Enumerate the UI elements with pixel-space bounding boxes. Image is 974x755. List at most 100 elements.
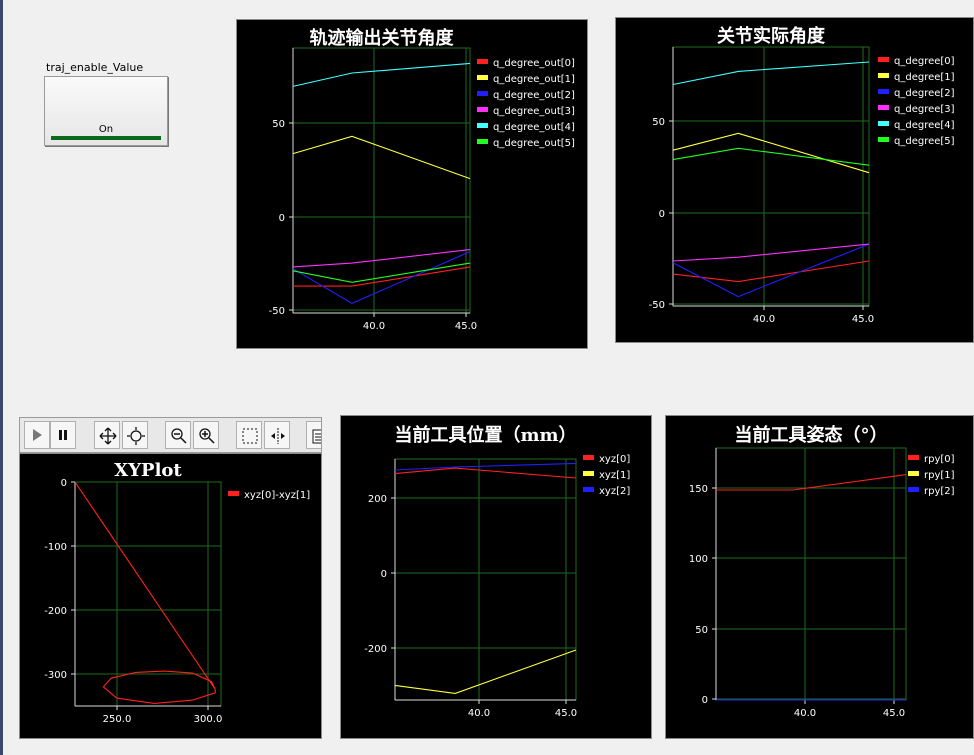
x-tick-label: 250.0 (103, 714, 132, 725)
y-tick-label: 50 (272, 119, 285, 130)
y-tick-label: -50 (649, 300, 665, 311)
legend-swatch (878, 73, 889, 78)
tb-select-region[interactable] (236, 421, 262, 449)
legend-label: q_degree[1] (894, 72, 955, 83)
legend-label: xyz[0] (599, 454, 630, 465)
legend-label: xyz[1] (599, 470, 630, 481)
legend-swatch (583, 455, 594, 460)
chart-tool-position[interactable]: 当前工具位置（mm） 40.0 45.0 200 0 -200 xyz[0] xyz[1] xy… (340, 415, 652, 739)
cursor-icon (271, 428, 285, 444)
tb-pan[interactable] (94, 421, 120, 449)
y-tick-label: -100 (44, 542, 67, 553)
x-tick-label: 40.0 (794, 708, 816, 719)
series-line (293, 266, 471, 287)
legend-swatch (878, 105, 889, 110)
tb-properties[interactable] (306, 421, 321, 449)
legend-label: q_degree[0] (894, 56, 955, 67)
window-left-edge (0, 0, 3, 755)
tb-zoom-fit[interactable] (122, 421, 148, 449)
chart-title: 当前工具姿态（°） (735, 424, 888, 446)
properties-icon (312, 429, 321, 444)
series-line (394, 462, 577, 471)
tb-pause[interactable] (50, 421, 76, 449)
legend-swatch (878, 121, 889, 126)
chart-joint-actual-angle[interactable]: 关节实际角度 40.0 45.0 50 0 -50 q_degree[0] q_degree[… (615, 17, 974, 343)
legend-label: q_degree_out[5] (493, 138, 575, 149)
legend-swatch (878, 137, 889, 142)
x-tick-label: 40.0 (363, 321, 385, 332)
legend-label: q_degree_out[0] (493, 58, 575, 69)
y-tick-label: 0 (381, 569, 387, 580)
legend-swatch (228, 491, 239, 496)
series-line (394, 649, 577, 694)
legend-label: rpy[0] (924, 454, 955, 465)
chart-svg: 当前工具位置（mm） 40.0 45.0 200 0 -200 xyz[0] xyz[1] xy… (364, 424, 630, 719)
legend-label: q_degree[4] (894, 120, 955, 131)
legend-label: q_degree_out[4] (493, 122, 575, 133)
series-line (292, 262, 471, 283)
chart-svg: 轨迹输出关节角度 40.0 45.0 50 0 -50 q_degree_out[0] q_d… (269, 27, 575, 332)
traj-enable-toggle-button[interactable]: On (44, 76, 168, 146)
chart-tool-orientation[interactable]: 当前工具姿态（°） 40.0 45.0 150 100 50 0 rpy[0] rpy[1] rp… (665, 415, 974, 739)
legend-swatch (477, 75, 488, 80)
zoom-out-icon (171, 428, 187, 444)
plot-frame (715, 447, 907, 701)
y-tick-label: -300 (44, 670, 67, 681)
legend-label: xyz[2] (599, 486, 630, 497)
y-tick-label: -200 (44, 606, 67, 617)
tb-cursor[interactable] (264, 421, 290, 449)
series-line (672, 243, 870, 298)
select-region-icon (242, 428, 258, 444)
legend-swatch (583, 487, 594, 492)
x-tick-label: 40.0 (468, 708, 490, 719)
zoom-in-icon (199, 428, 215, 444)
play-icon (33, 429, 42, 441)
legend-swatch (583, 471, 594, 476)
zoom-fit-icon (127, 427, 145, 445)
legend-swatch (908, 487, 919, 492)
chart-title: 关节实际角度 (717, 25, 826, 47)
y-tick-label: 150 (689, 484, 708, 495)
y-tick-label: 0 (279, 213, 285, 224)
series-line (672, 147, 870, 166)
chart-traj-output-joint-angle[interactable]: 轨迹输出关节角度 40.0 45.0 50 0 -50 q_degree_out[0] q_d… (236, 19, 588, 349)
y-tick-label: -50 (269, 306, 285, 317)
legend-label: q_degree_out[3] (493, 106, 575, 117)
plot-frame (74, 481, 222, 707)
y-tick-label: 200 (368, 494, 387, 505)
series-line (292, 135, 471, 180)
series-line (672, 61, 870, 86)
legend-swatch (878, 89, 889, 94)
series-line (292, 62, 471, 87)
y-tick-label: 100 (689, 554, 708, 565)
toggle-indicator-bar (51, 136, 161, 140)
legend-label: rpy[2] (924, 486, 955, 497)
tb-zoom-in[interactable] (193, 421, 219, 449)
series-line (292, 251, 471, 305)
series-line (292, 249, 471, 268)
legend-swatch (908, 455, 919, 460)
y-tick-label: 0 (702, 695, 708, 706)
chart-title: 当前工具位置（mm） (394, 424, 576, 446)
pause-icon (59, 430, 67, 440)
plot-frame (672, 46, 870, 307)
chart-xyplot[interactable]: XYPlot 250.0 300.0 0 -100 -200 -300 xyz[0]-xyz[… (19, 453, 322, 739)
y-tick-label: 0 (61, 478, 67, 489)
legend-label: q_degree[2] (894, 88, 955, 99)
y-tick-label: -200 (364, 644, 387, 655)
x-tick-label: 45.0 (883, 708, 905, 719)
legend-swatch (878, 57, 889, 62)
legend-swatch (477, 91, 488, 96)
chart-svg: 当前工具姿态（°） 40.0 45.0 150 100 50 0 rpy[0] rpy[1] rp… (689, 424, 955, 719)
tb-zoom-out[interactable] (165, 421, 191, 449)
y-tick-label: 50 (695, 625, 708, 636)
legend-label: q_degree[5] (894, 136, 955, 147)
legend-swatch (477, 139, 488, 144)
plot-frame (292, 47, 471, 314)
series-line (672, 260, 870, 283)
chart-svg: 关节实际角度 40.0 45.0 50 0 -50 q_degree[0] q_degree[… (649, 25, 955, 325)
tb-play[interactable] (24, 421, 50, 449)
toggle-state-text: On (98, 124, 114, 135)
series-line (74, 481, 216, 704)
series-line (716, 474, 907, 491)
